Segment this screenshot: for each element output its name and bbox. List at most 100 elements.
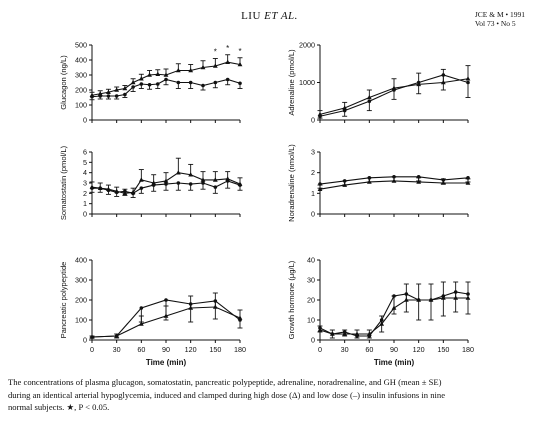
- data-point-dot: [342, 179, 347, 183]
- y-tick-label: 6: [83, 148, 87, 157]
- x-tick-label: 90: [390, 345, 398, 354]
- data-point-dot: [139, 186, 144, 190]
- y-axis-title: Glucagon (ng/L): [59, 55, 68, 110]
- data-point-dot: [201, 181, 205, 185]
- x-tick-label: 90: [162, 345, 170, 354]
- x-tick-label: 150: [209, 345, 221, 354]
- data-point-triangle: [138, 76, 144, 81]
- data-point-triangle: [465, 180, 471, 185]
- y-tick-label: 3: [311, 148, 315, 157]
- caption-line-3: normal subjects. ★, P < 0.05.: [8, 402, 110, 412]
- y-tick-label: 0: [83, 116, 87, 125]
- data-point-triangle: [163, 178, 169, 183]
- x-tick-label: 180: [234, 345, 246, 354]
- series-triangle: [89, 54, 243, 98]
- data-point-dot: [367, 334, 372, 338]
- y-tick-label: 30: [307, 276, 315, 285]
- y-tick-label: 200: [75, 86, 87, 95]
- data-point-dot: [188, 182, 193, 186]
- data-point-dot: [155, 82, 160, 86]
- series-dot: [317, 73, 471, 119]
- y-tick-label: 0: [311, 336, 315, 345]
- significance-marker: *: [226, 44, 229, 53]
- x-tick-label: 120: [185, 345, 197, 354]
- data-point-dot: [429, 298, 433, 302]
- y-tick-label: 2: [311, 168, 315, 177]
- data-point-dot: [176, 181, 181, 185]
- data-point-triangle: [188, 67, 194, 73]
- data-point-triangle: [163, 72, 169, 77]
- y-tick-label: 0: [83, 210, 87, 219]
- data-point-dot: [466, 292, 470, 296]
- data-point-dot: [342, 330, 347, 334]
- data-point-dot: [416, 175, 421, 179]
- x-tick-label: 150: [437, 345, 449, 354]
- data-point-dot: [416, 298, 421, 302]
- data-point-dot: [213, 185, 218, 189]
- x-tick-label: 60: [365, 345, 373, 354]
- data-point-dot: [164, 298, 168, 302]
- journal-name: JCE & M • 1991: [474, 10, 525, 19]
- y-tick-label: 4: [83, 168, 87, 177]
- data-point-dot: [330, 332, 335, 336]
- data-point-dot: [188, 302, 193, 306]
- y-tick-label: 20: [307, 296, 315, 305]
- y-tick-label: 40: [307, 256, 315, 265]
- data-point-triangle: [200, 177, 206, 182]
- x-tick-label: 120: [413, 345, 425, 354]
- header-authors: LIU: [241, 10, 261, 22]
- data-point-triangle: [188, 172, 194, 177]
- series-dot: [89, 77, 243, 101]
- data-point-dot: [123, 92, 127, 97]
- panel-somatostatin: 0 123 456 Somatostatin (pmol/L): [59, 145, 243, 220]
- y-tick-label: 100: [75, 101, 87, 110]
- data-point-triangle: [106, 89, 111, 95]
- data-point-triangle: [175, 170, 181, 175]
- data-point-dot: [392, 88, 396, 92]
- data-point-dot: [416, 80, 421, 85]
- x-axis-title: Time (min): [146, 358, 187, 367]
- data-point-dot: [441, 73, 446, 77]
- y-axis-title: Somatostatin (pmol/L): [59, 145, 68, 220]
- data-point-triangle: [138, 177, 144, 182]
- x-tick-label: 30: [113, 345, 121, 354]
- data-point-dot: [441, 178, 446, 182]
- series-line: [91, 78, 241, 98]
- data-point-dot: [123, 189, 127, 194]
- y-tick-label: 300: [75, 276, 87, 285]
- data-point-dot: [453, 290, 458, 294]
- y-tick-label: 1000: [299, 78, 315, 87]
- data-point-dot: [355, 334, 359, 338]
- y-tick-label: 500: [75, 41, 87, 50]
- data-point-dot: [441, 294, 446, 298]
- y-tick-label: 10: [307, 316, 315, 325]
- data-point-dot: [213, 299, 218, 303]
- data-point-dot: [114, 334, 119, 338]
- data-point-dot: [151, 183, 156, 187]
- data-point-dot: [90, 94, 94, 99]
- series-dot: [317, 290, 471, 339]
- running-header: LIU ET AL.: [0, 10, 539, 22]
- x-tick-label: 60: [137, 345, 145, 354]
- y-tick-label: 0: [311, 116, 315, 125]
- x-tick-label: 30: [341, 345, 349, 354]
- data-point-dot: [238, 318, 242, 322]
- data-point-triangle: [237, 61, 243, 67]
- panel-noradrenaline: 0 1 2 3 Noradrenaline (nmol/L): [287, 144, 471, 222]
- panel-glucagon: 0 100 200 300 400 500 Glucagon (ng/L) * * *: [59, 41, 243, 125]
- x-tick-label: 180: [462, 345, 474, 354]
- data-point-dot: [114, 190, 119, 195]
- data-point-triangle: [225, 176, 231, 181]
- data-point-dot: [318, 114, 322, 119]
- y-tick-label: 2: [83, 189, 87, 198]
- data-point-triangle: [114, 87, 120, 92]
- y-axis-title: Pancreatic polypeptide: [59, 262, 68, 339]
- data-point-dot: [238, 183, 242, 187]
- data-point-triangle: [212, 63, 218, 68]
- data-point-dot: [318, 182, 322, 186]
- figure-caption: The concentrations of plasma glucagon, s…: [8, 376, 534, 414]
- journal-volume: Vol 73 • No 5: [474, 19, 516, 28]
- data-point-triangle: [175, 67, 181, 73]
